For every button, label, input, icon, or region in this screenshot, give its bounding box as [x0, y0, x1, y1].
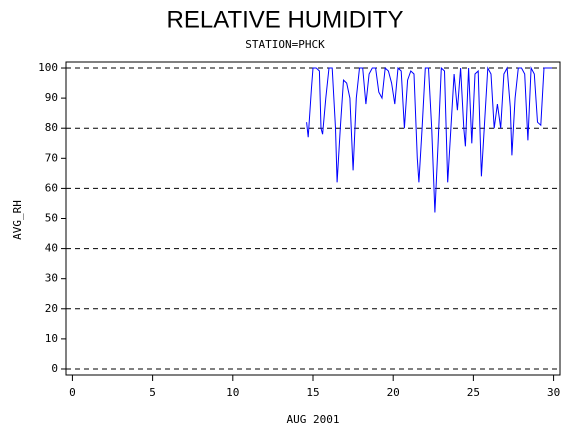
y-tick-label: 70: [45, 151, 58, 164]
x-tick-label: 10: [226, 386, 239, 399]
x-tick-label: 0: [69, 386, 76, 399]
y-tick-label: 90: [45, 91, 58, 104]
y-tick-label: 0: [51, 362, 58, 375]
y-tick-label: 60: [45, 181, 58, 194]
x-tick-label: 25: [467, 386, 480, 399]
plot-frame: [65, 61, 561, 376]
x-tick-label: 5: [149, 386, 156, 399]
x-axis-label: AUG 2001: [287, 413, 340, 426]
y-tick-label: 50: [45, 212, 58, 225]
y-tick-label: 100: [38, 61, 58, 74]
x-tick-label: 30: [547, 386, 560, 399]
y-tick-label: 40: [45, 242, 58, 255]
x-tick-label: 20: [387, 386, 400, 399]
y-tick-label: 10: [45, 332, 58, 345]
y-axis-label: AVG_RH: [11, 200, 24, 240]
x-tick-label: 15: [306, 386, 319, 399]
chart-title: RELATIVE HUMIDITY: [167, 6, 404, 33]
y-tick-label: 20: [45, 302, 58, 315]
y-tick-label: 80: [45, 121, 58, 134]
y-tick-label: 30: [45, 272, 58, 285]
chart-subtitle: STATION=PHCK: [245, 38, 325, 51]
data-line: [306, 66, 552, 213]
